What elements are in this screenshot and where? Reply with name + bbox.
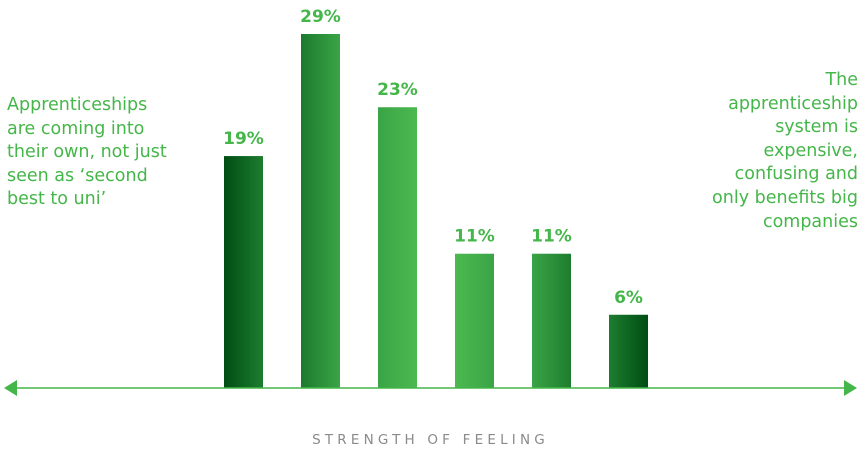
strength-axis	[4, 380, 857, 396]
left-end-statement: Apprenticeships are coming into their ow…	[7, 95, 167, 210]
value-labels-group: 19% 29% 23% 11% 11% 6%	[223, 7, 643, 308]
bar-value-label-6: 6%	[614, 288, 643, 308]
bar-1	[224, 156, 263, 388]
bar-3	[378, 107, 417, 388]
bars-group	[224, 34, 648, 388]
left-arrow-icon	[4, 380, 17, 396]
right-arrow-icon	[844, 380, 857, 396]
bar-value-label-1: 19%	[223, 129, 264, 149]
bar-2	[301, 34, 340, 388]
bar-value-label-3: 23%	[377, 80, 418, 100]
right-end-statement: The apprenticeship system is expensive, …	[712, 70, 858, 232]
bar-4	[455, 253, 494, 388]
bar-value-label-5: 11%	[531, 227, 572, 247]
bar-value-label-2: 29%	[300, 7, 341, 27]
bar-value-label-4: 11%	[454, 227, 495, 247]
bar-6	[609, 314, 648, 388]
x-axis-title: STRENGTH OF FEELING	[312, 432, 549, 448]
bar-5	[532, 253, 571, 388]
